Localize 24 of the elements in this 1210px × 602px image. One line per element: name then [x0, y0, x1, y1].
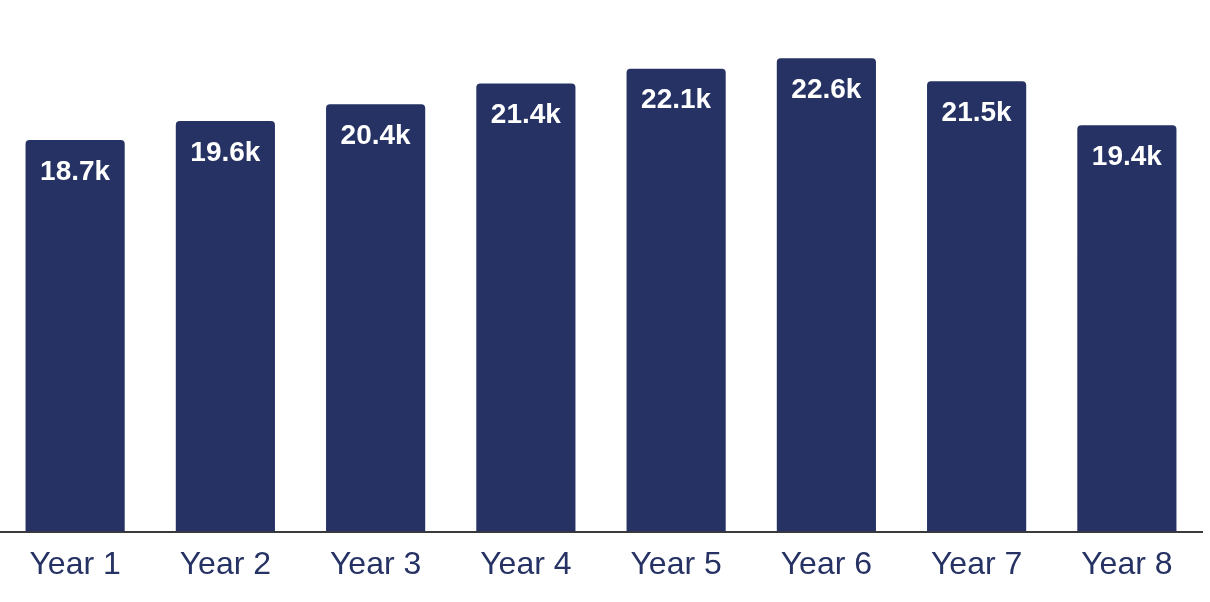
- x-tick-label: Year 7: [930, 544, 1023, 581]
- x-tick-label: Year 8: [1081, 544, 1173, 581]
- x-tick-label: Year 2: [179, 544, 272, 581]
- data-label: 22.1k: [641, 83, 712, 115]
- x-tick-label: Year 4: [480, 544, 572, 581]
- data-label: 22.6k: [791, 72, 862, 104]
- bar: [175, 121, 275, 532]
- data-label: 20.4k: [340, 119, 412, 151]
- bar: [927, 81, 1027, 532]
- bar: [476, 83, 576, 532]
- bar: [25, 139, 125, 532]
- bar: [1077, 125, 1177, 532]
- x-tick-label: Year 3: [329, 544, 422, 581]
- data-label: 21.5k: [941, 96, 1013, 128]
- x-tick-label: Year 1: [29, 544, 121, 581]
- data-label: 18.7k: [40, 154, 111, 186]
- bar: [776, 58, 876, 532]
- x-tick-label: Year 5: [630, 544, 722, 581]
- x-tick-label: Year 6: [780, 544, 873, 581]
- data-label: 19.6k: [190, 135, 261, 167]
- data-label: 21.4k: [490, 98, 562, 130]
- bar: [626, 68, 726, 532]
- data-label: 19.4k: [1091, 140, 1163, 172]
- bar: [326, 104, 426, 532]
